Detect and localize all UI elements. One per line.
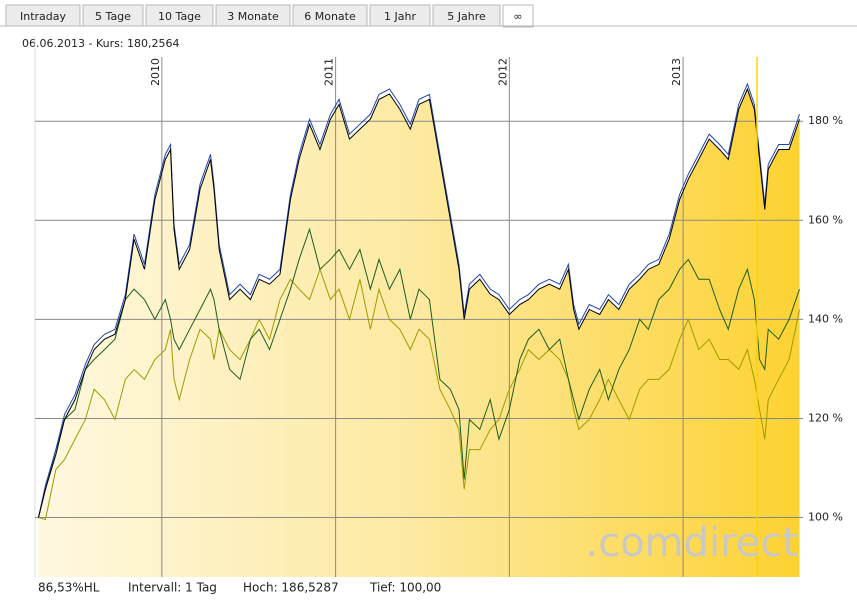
series-line <box>37 87 800 518</box>
footer-item: 86,53%HL <box>38 581 100 595</box>
tab-label[interactable]: 10 Tage <box>158 10 201 23</box>
tab-label[interactable]: 1 Jahr <box>384 10 416 23</box>
tab-label[interactable]: 6 Monate <box>304 10 356 23</box>
series-line <box>38 267 801 521</box>
footer-item: Hoch: 186,5287 <box>243 581 339 595</box>
footer-item: Intervall: 1 Tag <box>128 581 217 595</box>
series-line <box>37 227 800 518</box>
area <box>38 89 800 577</box>
tab-label[interactable]: Intraday <box>20 10 67 23</box>
quote-header: 06.06.2013 - Kurs: 180,2564 <box>22 37 180 50</box>
tab-bar: Intraday 5 Tage 10 Tage 3 Monate 6 Monate 1 J… <box>5 4 534 28</box>
x-tick-label: 2010 <box>149 58 162 86</box>
x-tick-label: 2012 <box>496 58 509 86</box>
footer: 86,53%HL Intervall: 1 Tag Hoch: 186,5287 Ti… <box>38 581 441 595</box>
tab-label[interactable]: ∞ <box>513 10 522 23</box>
x-tick-label: 2013 <box>670 58 683 86</box>
y-tick-label: 100 % <box>808 511 843 524</box>
tab-label[interactable]: 5 Tage <box>95 10 131 23</box>
tab[interactable] <box>502 4 534 28</box>
tab-label[interactable]: 3 Monate <box>227 10 279 23</box>
watermark: .comdirect <box>586 520 799 566</box>
tab-label[interactable]: 5 Jahre <box>447 10 486 23</box>
y-tick-label: 160 % <box>808 213 843 226</box>
y-tick-label: 140 % <box>808 312 843 325</box>
x-tick-label: 2011 <box>323 58 336 86</box>
y-tick-label: 120 % <box>808 411 843 424</box>
series-line <box>37 82 800 518</box>
footer-item: Tief: 100,00 <box>369 581 441 595</box>
y-tick-label: 180 % <box>808 114 843 127</box>
plot <box>35 57 803 577</box>
